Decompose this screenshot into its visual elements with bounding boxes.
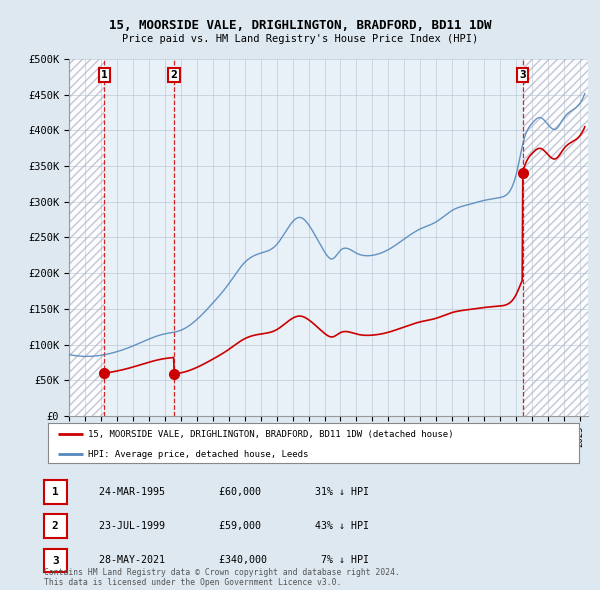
Text: 2: 2 — [170, 70, 177, 80]
Bar — [523, 59, 588, 416]
Text: 15, MOORSIDE VALE, DRIGHLINGTON, BRADFORD, BD11 1DW: 15, MOORSIDE VALE, DRIGHLINGTON, BRADFOR… — [109, 19, 491, 32]
Text: HPI: Average price, detached house, Leeds: HPI: Average price, detached house, Leed… — [88, 450, 308, 459]
Text: 1: 1 — [52, 487, 59, 497]
Text: 2: 2 — [52, 522, 59, 531]
Text: 1: 1 — [101, 70, 108, 80]
Bar — [69, 59, 104, 416]
Text: Price paid vs. HM Land Registry's House Price Index (HPI): Price paid vs. HM Land Registry's House … — [122, 34, 478, 44]
Text: 23-JUL-1999         £59,000         43% ↓ HPI: 23-JUL-1999 £59,000 43% ↓ HPI — [81, 521, 369, 531]
Text: Contains HM Land Registry data © Crown copyright and database right 2024.
This d: Contains HM Land Registry data © Crown c… — [44, 568, 400, 587]
Text: 15, MOORSIDE VALE, DRIGHLINGTON, BRADFORD, BD11 1DW (detached house): 15, MOORSIDE VALE, DRIGHLINGTON, BRADFOR… — [88, 430, 454, 439]
Text: 3: 3 — [519, 70, 526, 80]
Text: 24-MAR-1995         £60,000         31% ↓ HPI: 24-MAR-1995 £60,000 31% ↓ HPI — [81, 487, 369, 497]
Text: 3: 3 — [52, 556, 59, 565]
Text: 28-MAY-2021         £340,000         7% ↓ HPI: 28-MAY-2021 £340,000 7% ↓ HPI — [81, 555, 369, 565]
